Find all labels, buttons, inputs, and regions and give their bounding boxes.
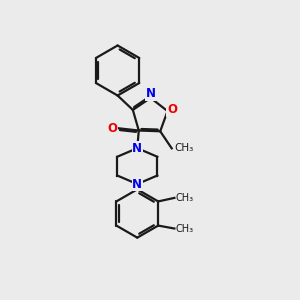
Text: O: O <box>107 122 117 135</box>
Text: N: N <box>132 178 142 190</box>
Text: CH₃: CH₃ <box>176 193 194 203</box>
Text: O: O <box>167 103 177 116</box>
Text: N: N <box>146 87 156 100</box>
Text: CH₃: CH₃ <box>174 143 193 153</box>
Text: CH₃: CH₃ <box>176 224 194 233</box>
Text: N: N <box>132 142 142 155</box>
